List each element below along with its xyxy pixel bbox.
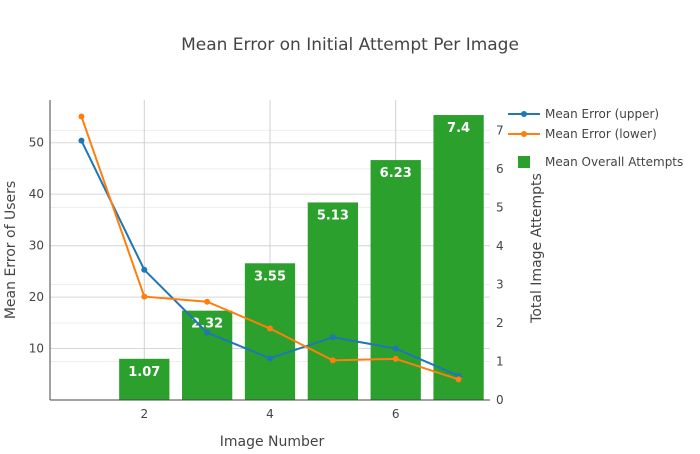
y-tick-label: 40 bbox=[29, 187, 44, 201]
y-axis-label: Mean Error of Users bbox=[3, 181, 19, 319]
line-point bbox=[204, 329, 211, 336]
legend-marker-1 bbox=[521, 131, 527, 137]
line-point bbox=[141, 293, 148, 300]
line-point bbox=[204, 298, 211, 305]
bar-data-label: 1.07 bbox=[128, 365, 160, 380]
line-point bbox=[267, 355, 273, 362]
line-point bbox=[455, 376, 462, 383]
legend-label-0: Mean Error (upper) bbox=[545, 107, 659, 121]
y2-axis-label: Total Image Attempts bbox=[529, 173, 545, 324]
x-tick-label: 4 bbox=[266, 407, 274, 421]
y2-tick-label: 0 bbox=[496, 393, 504, 407]
y-tick-label: 50 bbox=[29, 136, 44, 150]
y2-tick-label: 5 bbox=[496, 200, 504, 214]
y2-tick-label: 3 bbox=[496, 277, 504, 291]
bar-series: 1.07 2.32 3.55 5.13 6.23 7.4 bbox=[119, 115, 484, 400]
line-point bbox=[267, 325, 273, 332]
y-tick-label: 30 bbox=[29, 239, 44, 253]
legend-label-bar: Mean Overall Attempts bbox=[545, 155, 683, 169]
x-tick-label: 6 bbox=[392, 407, 400, 421]
y2-tick-label: 7 bbox=[496, 123, 504, 137]
y2-tick-label: 2 bbox=[496, 316, 504, 330]
line-point bbox=[329, 334, 336, 341]
legend-label-1: Mean Error (lower) bbox=[545, 127, 657, 141]
bar-data-label: 7.4 bbox=[447, 121, 470, 136]
bar bbox=[244, 263, 296, 400]
line-point bbox=[78, 113, 85, 120]
y-tick-label: 20 bbox=[29, 290, 44, 304]
bar-data-label: 5.13 bbox=[317, 208, 349, 223]
legend: Mean Error (upper) Mean Error (lower) Mean… bbox=[508, 107, 683, 169]
bar-data-label: 3.55 bbox=[254, 269, 286, 284]
axes: 10 20 30 40 50 0 1 2 3 4 5 6 7 2 4 6 bbox=[29, 100, 504, 421]
bar bbox=[433, 115, 484, 400]
bar-data-label: 2.32 bbox=[191, 317, 223, 332]
bar bbox=[182, 310, 233, 400]
y2-tick-label: 4 bbox=[496, 239, 504, 253]
chart-title: Mean Error on Initial Attempt Per Image bbox=[181, 35, 519, 55]
line-point bbox=[141, 266, 148, 273]
y2-tick-label: 6 bbox=[496, 162, 504, 176]
bar bbox=[119, 358, 170, 400]
line-point bbox=[392, 345, 399, 352]
legend-marker-0 bbox=[521, 111, 527, 117]
bar-data-label: 6.23 bbox=[380, 166, 412, 181]
x-tick-label: 2 bbox=[140, 407, 148, 421]
y-tick-label: 10 bbox=[29, 342, 44, 356]
x-axis-label: Image Number bbox=[220, 434, 325, 450]
line-point bbox=[329, 357, 336, 364]
line-point bbox=[78, 137, 85, 144]
bar bbox=[307, 202, 358, 400]
y2-tick-label: 1 bbox=[496, 354, 504, 368]
legend-swatch-bar bbox=[518, 156, 530, 168]
line-point bbox=[392, 355, 399, 362]
line-series bbox=[78, 113, 462, 383]
